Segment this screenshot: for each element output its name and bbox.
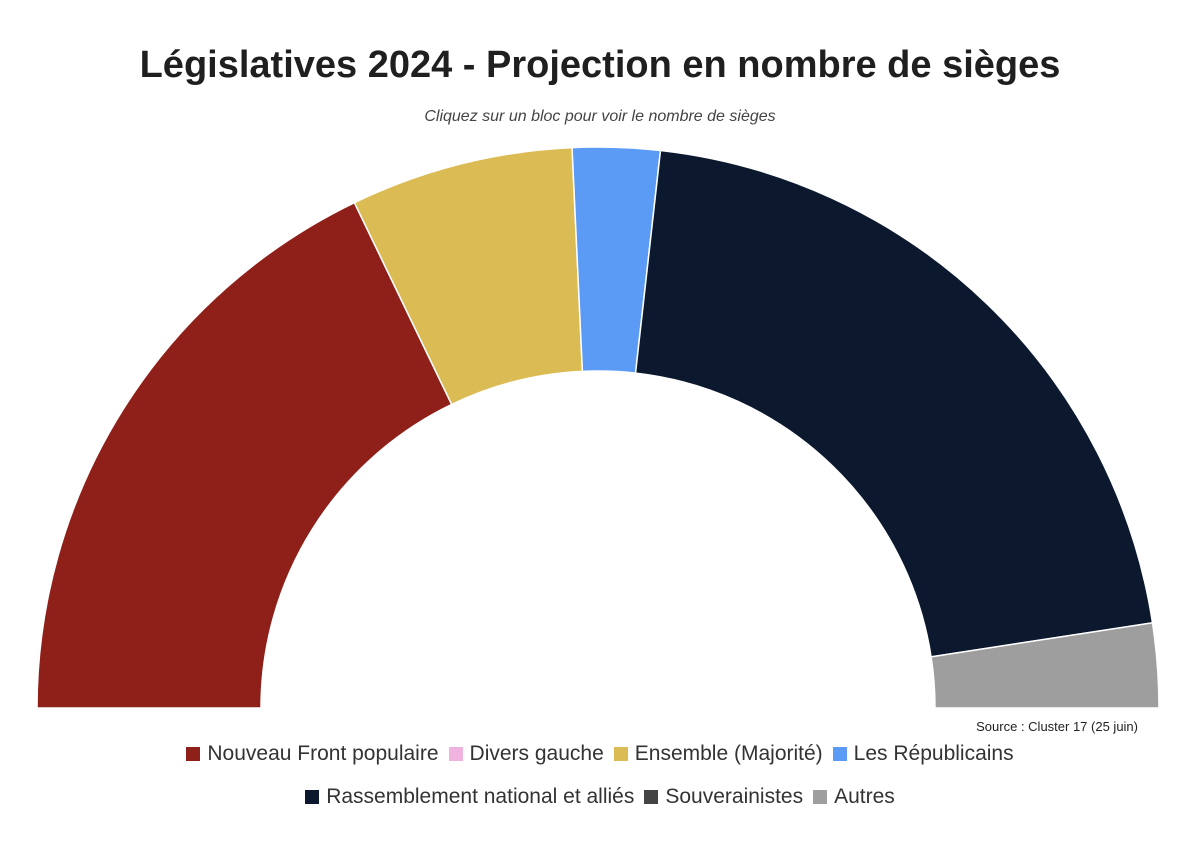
legend-item[interactable]: Divers gauche	[448, 742, 604, 766]
legend-label: Autres	[834, 785, 895, 808]
legend-item[interactable]: Nouveau Front populaire	[186, 742, 439, 766]
legend-item[interactable]: Autres	[813, 785, 895, 809]
legend-swatch	[813, 790, 828, 804]
chart-title: Législatives 2024 - Projection en nombre…	[139, 44, 1061, 86]
segment-nouveau-front-populaire[interactable]	[36, 201, 453, 709]
segment-autres[interactable]	[930, 621, 1160, 709]
segment-rassemblement-national-et-alli-s[interactable]	[634, 149, 1154, 658]
legend-label: Divers gauche	[469, 742, 604, 765]
chart-subtitle: Cliquez sur un bloc pour voir le nombre …	[424, 108, 776, 125]
legend-label: Rassemblement national et alliés	[326, 785, 635, 808]
legend-label: Les Républicains	[853, 742, 1014, 765]
legend-swatch	[448, 747, 463, 761]
legend-item[interactable]: Rassemblement national et alliés	[305, 785, 634, 809]
legend-label: Ensemble (Majorité)	[634, 742, 823, 765]
half-donut-chart	[36, 146, 1160, 709]
legend-label: Nouveau Front populaire	[207, 742, 439, 765]
legend-swatch	[613, 747, 628, 761]
legend-row-2: Rassemblement national et alliés Souverai…	[0, 785, 1200, 809]
source-note: Source : Cluster 17 (25 juin)	[976, 719, 1138, 734]
legend-item[interactable]: Souverainistes	[644, 785, 803, 809]
legend-item[interactable]: Ensemble (Majorité)	[613, 742, 823, 766]
legend-swatch	[832, 747, 847, 761]
legend-label: Souverainistes	[665, 785, 804, 808]
legend-swatch	[305, 790, 320, 804]
legend-swatch	[186, 747, 201, 761]
legend-swatch	[644, 790, 659, 804]
legend-row-1: Nouveau Front populaire Divers gauche Ense…	[0, 742, 1200, 766]
legend-item[interactable]: Les Républicains	[832, 742, 1014, 766]
